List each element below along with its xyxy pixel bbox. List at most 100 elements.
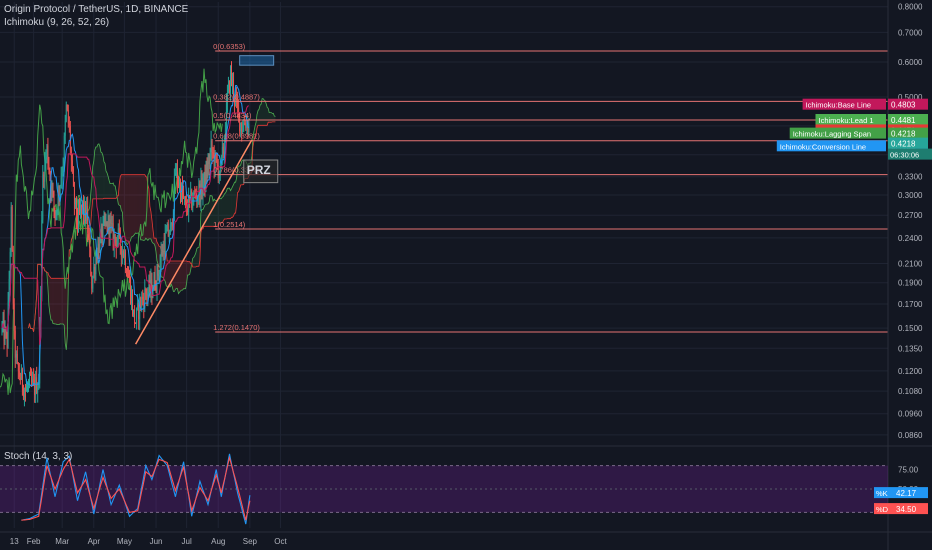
candle-body <box>18 370 20 378</box>
candle-body <box>160 252 162 263</box>
cloud-segment <box>192 257 194 267</box>
candle-body <box>156 266 158 290</box>
cloud-segment <box>132 174 134 237</box>
candle <box>90 246 92 277</box>
candle <box>120 245 122 267</box>
x-tick-label: Jul <box>182 537 192 546</box>
candle-body <box>168 234 170 236</box>
candle <box>104 212 106 230</box>
candle-body <box>204 171 206 188</box>
candle-body <box>20 369 22 380</box>
ichimoku-legend[interactable]: Ichimoku (9, 26, 52, 26) <box>4 17 110 28</box>
candle <box>29 371 31 389</box>
y-tick-label: 0.1350 <box>898 344 923 353</box>
candle <box>100 216 102 244</box>
candle-body <box>34 380 36 395</box>
candle-body <box>109 219 111 235</box>
candle <box>162 240 164 261</box>
candle <box>118 219 120 240</box>
candle-body <box>129 277 130 279</box>
cloud-segment <box>55 278 57 324</box>
candle-body <box>119 229 121 247</box>
stoch-series-name: %D <box>876 505 889 514</box>
candle-body <box>246 122 248 128</box>
cloud-segment <box>222 196 224 223</box>
indicator-name-tag <box>802 98 886 110</box>
candle-body <box>10 206 12 252</box>
candle <box>20 364 22 381</box>
candle <box>124 249 126 274</box>
symbol-title: Origin Protocol / TetherUS, 1D, BINANCE <box>4 4 189 15</box>
candle <box>87 196 89 242</box>
candle <box>6 329 8 357</box>
prz-box <box>243 159 279 184</box>
cloud-segment <box>219 198 221 223</box>
candle <box>131 285 133 311</box>
stoch-legend[interactable]: Stoch (14, 3, 3) <box>4 451 73 462</box>
lead2-line <box>28 121 276 332</box>
candle-body <box>57 190 59 211</box>
conversion-line <box>1 85 250 387</box>
candle <box>101 223 103 248</box>
cloud-segment <box>63 278 65 326</box>
candle <box>125 268 127 277</box>
candle <box>141 291 143 313</box>
indicator-name-label: Ichimoku:Conversion Line <box>780 142 866 151</box>
cloud-segment <box>112 182 114 199</box>
candle <box>53 190 55 219</box>
candle <box>121 241 123 265</box>
candle-body <box>23 387 24 397</box>
indicator-name-tag <box>776 140 886 152</box>
cloud-segment <box>56 278 58 325</box>
candle-body <box>91 275 93 289</box>
candle <box>217 159 219 184</box>
candle-body <box>40 289 42 322</box>
candle-body <box>241 122 243 133</box>
candle-body <box>102 220 104 240</box>
cloud-segment <box>271 112 273 123</box>
candle <box>127 266 129 279</box>
fib-label: 0.382(0.4887) <box>213 92 260 101</box>
candle <box>23 387 25 407</box>
cloud-segment <box>108 176 110 199</box>
cloud-segment <box>102 155 104 199</box>
y-tick-label: 0.0860 <box>898 431 923 440</box>
candle-body <box>83 204 84 216</box>
candle-body <box>177 168 178 183</box>
candle-body <box>76 198 77 219</box>
candle <box>12 245 14 310</box>
candle <box>151 272 153 306</box>
candle <box>95 249 97 281</box>
candle <box>116 235 118 248</box>
cloud-segment <box>50 278 52 321</box>
candle-body <box>140 297 142 307</box>
cloud-segment <box>272 113 274 122</box>
candle-body <box>142 297 144 300</box>
candle <box>234 95 236 114</box>
candle-body <box>182 184 183 196</box>
candle-body <box>126 270 127 276</box>
stoch-value: 42.17 <box>896 489 917 498</box>
y-tick-label: 0.5000 <box>898 93 923 102</box>
candle <box>181 182 183 203</box>
candle <box>22 384 24 401</box>
cloud-segment <box>185 260 187 289</box>
candle <box>211 138 213 164</box>
candle <box>135 322 137 324</box>
candle-body <box>101 225 103 240</box>
candle-body <box>223 139 225 154</box>
cloud-segment <box>194 253 196 267</box>
candle <box>57 182 59 216</box>
candle <box>229 65 231 101</box>
candle-body <box>25 390 26 392</box>
candle <box>74 197 76 209</box>
candle-body <box>22 369 23 388</box>
candle <box>8 270 10 306</box>
candle <box>35 370 37 404</box>
candle <box>174 163 176 176</box>
candle <box>161 243 163 257</box>
candle-body <box>9 251 11 279</box>
candle <box>37 382 39 403</box>
cloud-segment <box>197 247 199 267</box>
